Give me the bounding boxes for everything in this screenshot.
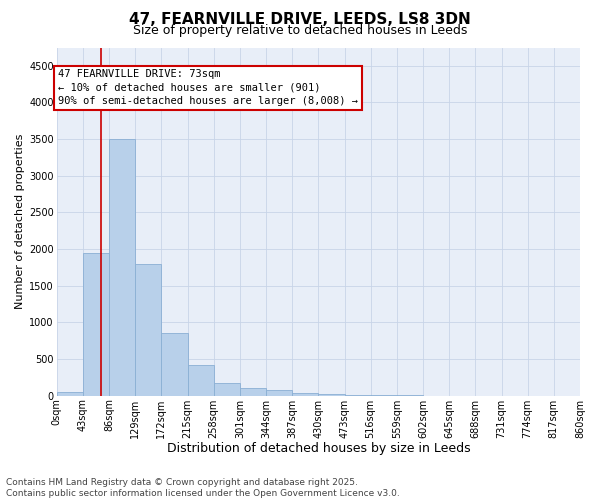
X-axis label: Distribution of detached houses by size in Leeds: Distribution of detached houses by size … (167, 442, 470, 455)
Bar (83, 252, 109, 396)
Bar (109, 139, 135, 396)
Bar (135, 264, 161, 396)
Bar (344, 395, 371, 396)
Text: 47, FEARNVILLE DRIVE, LEEDS, LS8 3DN: 47, FEARNVILLE DRIVE, LEEDS, LS8 3DN (129, 12, 471, 26)
Bar (188, 365, 214, 396)
Text: Size of property relative to detached houses in Leeds: Size of property relative to detached ho… (133, 24, 467, 37)
Bar (266, 390, 292, 396)
Text: Contains HM Land Registry data © Crown copyright and database right 2025.
Contai: Contains HM Land Registry data © Crown c… (6, 478, 400, 498)
Text: 47 FEARNVILLE DRIVE: 73sqm
← 10% of detached houses are smaller (901)
90% of sem: 47 FEARNVILLE DRIVE: 73sqm ← 10% of deta… (58, 70, 358, 106)
Bar (240, 388, 266, 396)
Bar (214, 383, 240, 396)
Bar (292, 392, 319, 396)
Y-axis label: Number of detached properties: Number of detached properties (15, 134, 25, 310)
Bar (319, 394, 344, 396)
Bar (161, 334, 188, 396)
Bar (56, 392, 83, 396)
